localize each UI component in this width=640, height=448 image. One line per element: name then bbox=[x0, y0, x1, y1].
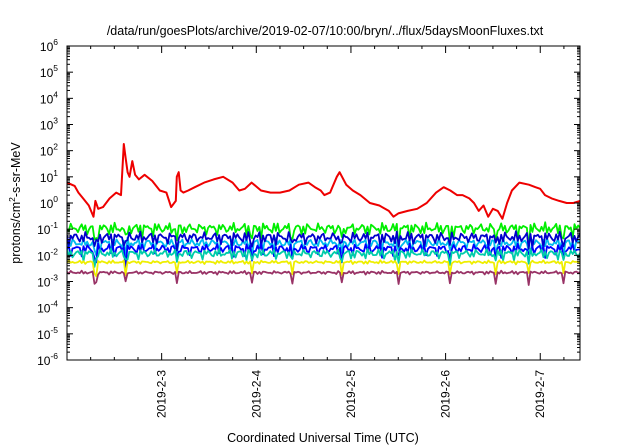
series-line bbox=[67, 247, 580, 268]
y-tick-base: 10 bbox=[37, 328, 51, 342]
y-tick-label: 103 bbox=[40, 116, 58, 133]
y-axis-label-part2: -s-sr-MeV bbox=[9, 142, 23, 198]
y-tick-exp: 5 bbox=[53, 63, 58, 73]
y-axis-label-part1: protons/cm bbox=[9, 202, 23, 264]
y-tick-exp: -1 bbox=[50, 220, 58, 230]
y-tick-exp: 3 bbox=[53, 116, 58, 126]
y-tick-exp: -4 bbox=[50, 299, 58, 309]
x-tick-label: 2019-2-6 bbox=[439, 370, 453, 418]
y-tick-base: 10 bbox=[37, 223, 51, 237]
y-tick-base: 10 bbox=[40, 197, 54, 211]
y-tick-base: 10 bbox=[37, 302, 51, 316]
y-tick-exp: 2 bbox=[53, 142, 58, 152]
plot-area bbox=[67, 143, 580, 286]
y-tick-label: 104 bbox=[40, 89, 58, 106]
y-tick-label: 101 bbox=[40, 168, 58, 185]
chart-title: /data/run/goesPlots/archive/2019-02-07/1… bbox=[107, 24, 544, 38]
y-tick-base: 10 bbox=[40, 40, 54, 54]
y-tick-exp: 4 bbox=[53, 89, 58, 99]
series-line bbox=[67, 143, 580, 220]
y-axis: 10-610-510-410-310-210-11001011021031041… bbox=[37, 37, 580, 368]
y-tick-label: 10-1 bbox=[37, 220, 58, 237]
series-line bbox=[67, 269, 580, 286]
x-tick-label: 2019-2-3 bbox=[155, 370, 169, 418]
y-tick-label: 10-5 bbox=[37, 325, 58, 342]
y-tick-label: 10-6 bbox=[37, 351, 58, 368]
x-tick-label: 2019-2-4 bbox=[249, 370, 263, 418]
y-tick-label: 106 bbox=[40, 37, 58, 54]
y-tick-exp: -6 bbox=[50, 351, 58, 361]
series-line bbox=[67, 259, 580, 278]
y-tick-base: 10 bbox=[37, 276, 51, 290]
y-axis-label: protons/cm2-s-sr-MeV bbox=[7, 142, 23, 264]
x-axis: 2019-2-3 2019-2-4 2019-2-5 2019-2-6 2019-2-7 bbox=[90, 46, 565, 418]
series-line bbox=[67, 221, 580, 250]
x-axis-label: Coordinated Universal Time (UTC) bbox=[227, 431, 419, 445]
series-line bbox=[67, 230, 580, 252]
y-tick-base: 10 bbox=[40, 92, 54, 106]
y-tick-base: 10 bbox=[40, 145, 54, 159]
x-tick-label: 2019-2-5 bbox=[344, 370, 358, 418]
y-tick-label: 10-4 bbox=[37, 299, 58, 316]
y-tick-label: 102 bbox=[40, 142, 58, 159]
x-tick-label: 2019-2-7 bbox=[533, 370, 547, 418]
y-axis-label-sup: 2 bbox=[7, 197, 17, 202]
y-tick-label: 10-3 bbox=[37, 273, 58, 290]
series-line bbox=[67, 242, 580, 270]
y-tick-exp: 0 bbox=[53, 194, 58, 204]
y-tick-exp: 6 bbox=[53, 37, 58, 47]
y-tick-base: 10 bbox=[40, 66, 54, 80]
y-tick-exp: -2 bbox=[50, 246, 58, 256]
y-tick-label: 105 bbox=[40, 63, 58, 80]
y-tick-label: 10-2 bbox=[37, 246, 58, 263]
y-tick-base: 10 bbox=[37, 249, 51, 263]
y-tick-label: 100 bbox=[40, 194, 58, 211]
y-tick-exp: -3 bbox=[50, 273, 58, 283]
y-tick-base: 10 bbox=[40, 119, 54, 133]
y-tick-base: 10 bbox=[40, 171, 54, 185]
plot-frame bbox=[66, 45, 581, 361]
y-tick-exp: -5 bbox=[50, 325, 58, 335]
y-tick-exp: 1 bbox=[53, 168, 58, 178]
y-tick-base: 10 bbox=[37, 354, 51, 368]
